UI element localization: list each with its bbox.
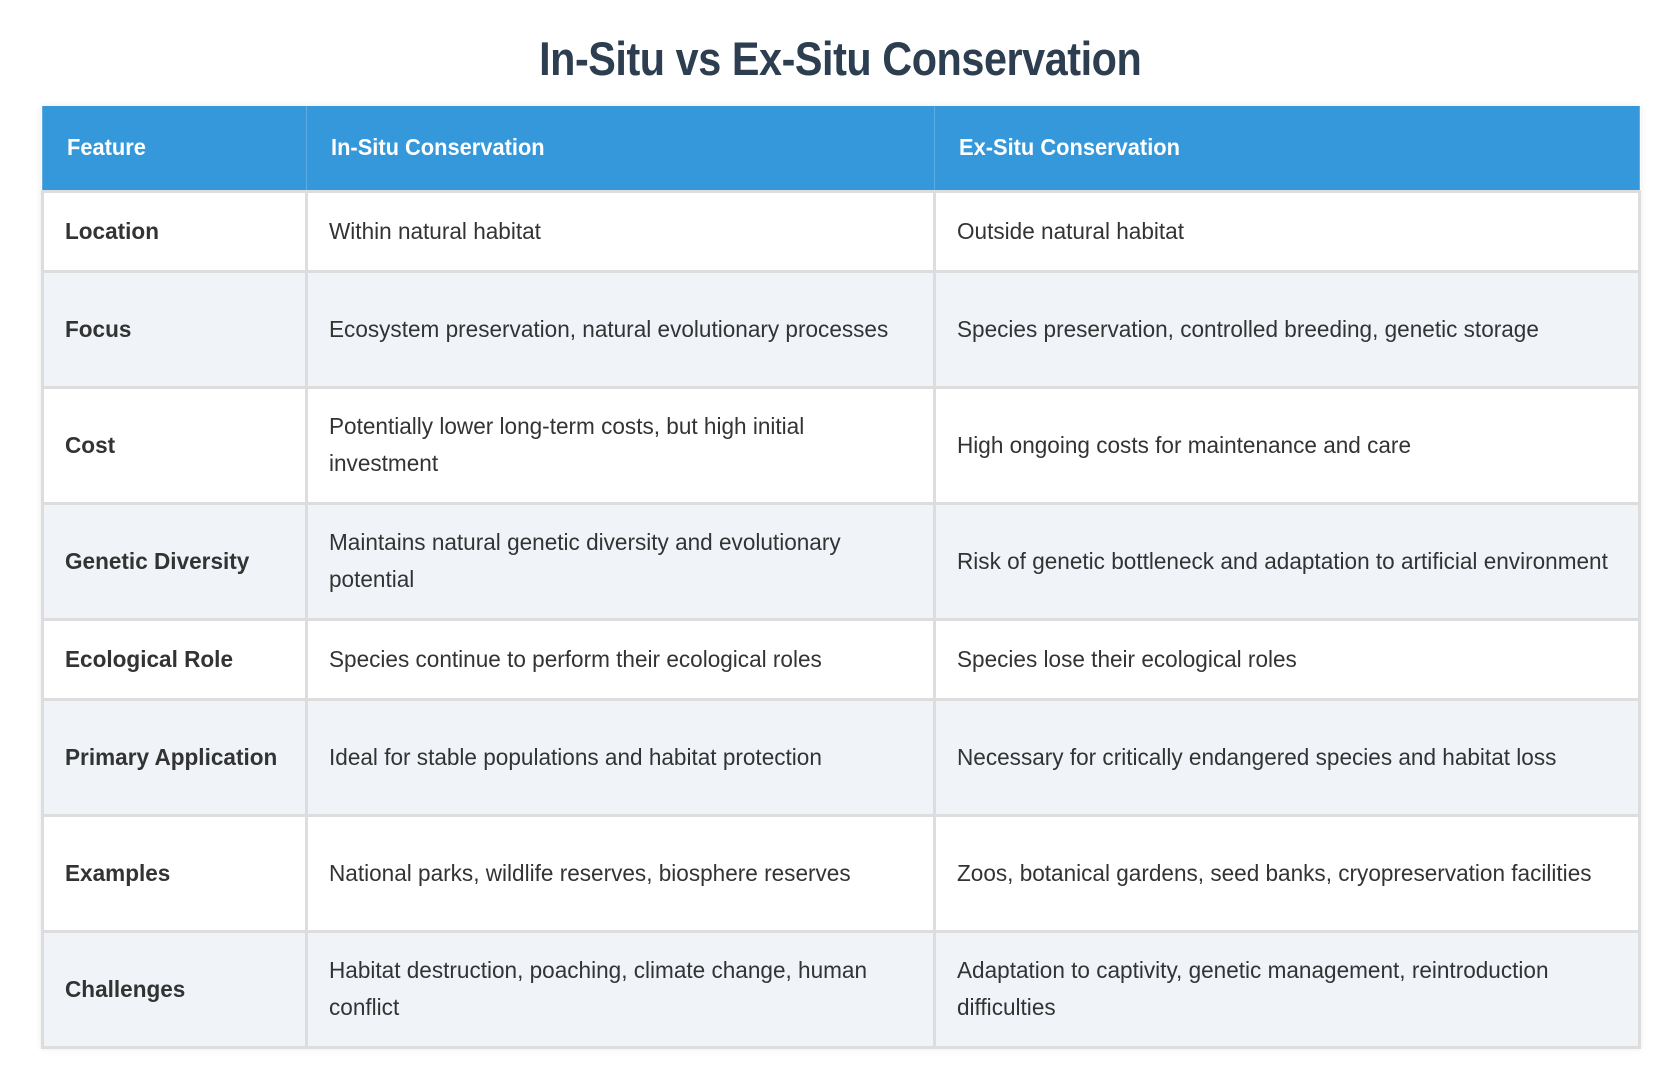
feature-cell: Examples	[41, 813, 308, 933]
ex-situ-cell: Necessary for critically endangered spec…	[933, 697, 1641, 817]
comparison-table-container: Feature In-Situ Conservation Ex-Situ Con…	[41, 106, 1641, 1049]
header-feature-label: Feature	[67, 134, 146, 161]
in-situ-text: Ideal for stable populations and habitat…	[329, 743, 822, 770]
ex-situ-text: Outside natural habitat	[957, 217, 1185, 244]
in-situ-text: Potentially lower long-term costs, but h…	[329, 413, 805, 476]
in-situ-cell: Maintains natural genetic diversity and …	[305, 501, 936, 621]
feature-cell: Cost	[41, 385, 308, 505]
table-row-location: Location Within natural habitat Outside …	[41, 189, 1641, 273]
page-title-text: In-Situ vs Ex-Situ Conservation	[538, 32, 1142, 85]
feature-cell: Challenges	[41, 929, 308, 1049]
table-header: Feature In-Situ Conservation Ex-Situ Con…	[42, 106, 1640, 192]
feature-label: Genetic Diversity	[65, 547, 250, 574]
header-in-situ: In-Situ Conservation	[306, 106, 935, 192]
table-row-ecological-role: Ecological Role Species continue to perf…	[41, 617, 1641, 701]
table-row-cost: Cost Potentially lower long-term costs, …	[41, 385, 1641, 505]
ex-situ-text: Adaptation to captivity, genetic managem…	[957, 957, 1549, 1020]
table-row-primary-application: Primary Application Ideal for stable pop…	[41, 697, 1641, 817]
header-row: Feature In-Situ Conservation Ex-Situ Con…	[42, 106, 1640, 192]
ex-situ-cell: Adaptation to captivity, genetic managem…	[933, 929, 1641, 1049]
header-in-situ-label: In-Situ Conservation	[331, 134, 545, 161]
in-situ-cell: Within natural habitat	[305, 189, 936, 273]
feature-label: Examples	[65, 859, 171, 886]
table-row-focus: Focus Ecosystem preservation, natural ev…	[41, 269, 1641, 389]
ex-situ-text: High ongoing costs for maintenance and c…	[957, 431, 1411, 458]
feature-label: Focus	[65, 315, 132, 342]
table-row-genetic-diversity: Genetic Diversity Maintains natural gene…	[41, 501, 1641, 621]
feature-cell: Primary Application	[41, 697, 308, 817]
feature-label: Ecological Role	[65, 645, 233, 672]
ex-situ-cell: Outside natural habitat	[933, 189, 1641, 273]
feature-label: Location	[65, 217, 160, 244]
in-situ-text: Habitat destruction, poaching, climate c…	[329, 957, 868, 1020]
in-situ-cell: Habitat destruction, poaching, climate c…	[305, 929, 936, 1049]
ex-situ-cell: High ongoing costs for maintenance and c…	[933, 385, 1641, 505]
in-situ-cell: Potentially lower long-term costs, but h…	[305, 385, 936, 505]
ex-situ-text: Risk of genetic bottleneck and adaptatio…	[957, 547, 1608, 574]
table-row-challenges: Challenges Habitat destruction, poaching…	[41, 929, 1641, 1049]
ex-situ-cell: Risk of genetic bottleneck and adaptatio…	[933, 501, 1641, 621]
in-situ-text: Maintains natural genetic diversity and …	[329, 529, 841, 592]
header-ex-situ-label: Ex-Situ Conservation	[959, 134, 1180, 161]
ex-situ-text: Species preservation, controlled breedin…	[957, 315, 1539, 342]
in-situ-text: Species continue to perform their ecolog…	[329, 645, 822, 672]
feature-cell: Genetic Diversity	[41, 501, 308, 621]
feature-cell: Focus	[41, 269, 308, 389]
in-situ-text: National parks, wildlife reserves, biosp…	[329, 859, 851, 886]
header-feature: Feature	[42, 106, 307, 192]
in-situ-text: Within natural habitat	[329, 217, 541, 244]
feature-label: Cost	[65, 431, 116, 458]
header-ex-situ: Ex-Situ Conservation	[934, 106, 1640, 192]
in-situ-text: Ecosystem preservation, natural evolutio…	[329, 315, 889, 342]
ex-situ-text: Zoos, botanical gardens, seed banks, cry…	[957, 859, 1592, 886]
feature-cell: Ecological Role	[41, 617, 308, 701]
feature-cell: Location	[41, 189, 308, 273]
table-body: Location Within natural habitat Outside …	[41, 189, 1641, 1049]
ex-situ-text: Species lose their ecological roles	[957, 645, 1297, 672]
ex-situ-cell: Species preservation, controlled breedin…	[933, 269, 1641, 389]
in-situ-cell: Species continue to perform their ecolog…	[305, 617, 936, 701]
ex-situ-cell: Zoos, botanical gardens, seed banks, cry…	[933, 813, 1641, 933]
feature-label: Primary Application	[65, 743, 278, 770]
ex-situ-cell: Species lose their ecological roles	[933, 617, 1641, 701]
comparison-table: Feature In-Situ Conservation Ex-Situ Con…	[41, 106, 1641, 1049]
in-situ-cell: Ecosystem preservation, natural evolutio…	[305, 269, 936, 389]
page-title: In-Situ vs Ex-Situ Conservation	[0, 26, 1680, 92]
in-situ-cell: Ideal for stable populations and habitat…	[305, 697, 936, 817]
in-situ-cell: National parks, wildlife reserves, biosp…	[305, 813, 936, 933]
feature-label: Challenges	[65, 975, 186, 1002]
ex-situ-text: Necessary for critically endangered spec…	[957, 743, 1557, 770]
table-row-examples: Examples National parks, wildlife reserv…	[41, 813, 1641, 933]
